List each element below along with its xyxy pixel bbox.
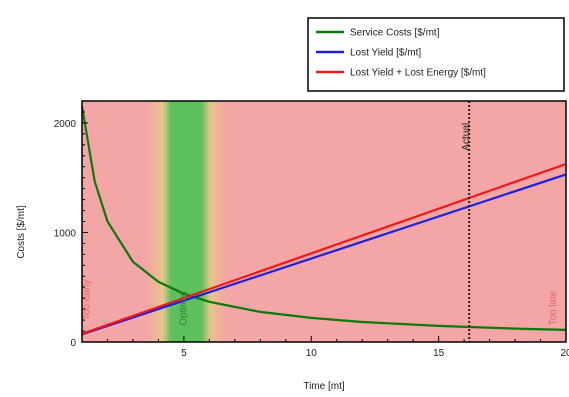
annotation-too-late: Too late [548,290,559,325]
x-tick-label: 5 [181,348,187,359]
legend-label-1: Lost Yield [$/mt] [350,48,421,59]
y-tick-label: 1000 [54,228,77,239]
annotation-optimal: Optimal [178,291,189,325]
x-axis-title: Time [mt] [303,381,345,392]
y-tick-label: 0 [70,338,76,349]
annotation-too-early: Too early [82,280,93,321]
legend-label-2: Lost Yield + Lost Energy [$/mt] [350,68,486,79]
legend: Service Costs [$/mt] Lost Yield [$/mt] Los… [308,18,564,91]
annotation-actual: Actual [461,123,472,151]
plot-background [82,101,566,342]
y-axis-title: Costs [$/mt] [16,205,27,259]
x-tick-label: 15 [433,348,445,359]
x-tick-label: 20 [560,348,569,359]
x-tick-label: 10 [306,348,318,359]
y-tick-label: 2000 [54,119,77,130]
legend-label-0: Service Costs [$/mt] [350,28,440,39]
